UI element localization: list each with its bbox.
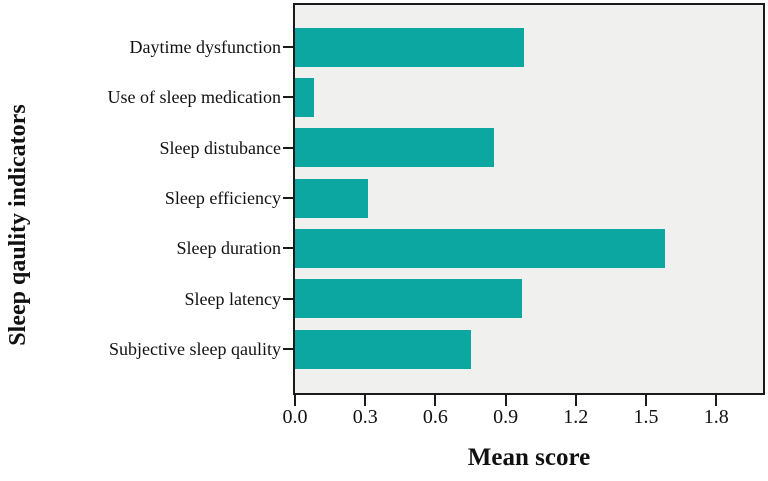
y-axis-tick [283,46,293,48]
bar-sleep-distubance [295,128,494,168]
x-axis-tick [715,395,718,406]
x-axis-tick [645,395,647,406]
y-axis-tick [283,348,293,351]
bar-use-of-sleep-medication [295,77,314,117]
x-tick-label-0.0: 0.0 [282,406,308,428]
x-tick-label-0.9: 0.9 [493,406,519,428]
category-label-use-of-sleep-medication: Use of sleep medication [107,87,281,108]
x-axis-tick [574,395,577,406]
x-axis-title: Mean score [467,444,591,471]
bar-subjective-sleep-qaulity [295,329,471,369]
x-tick-label-1.8: 1.8 [703,406,729,428]
x-tick-label-1.5: 1.5 [633,406,659,428]
x-axis-tick [434,395,437,406]
bar-daytime-dysfunction [295,27,525,67]
y-axis-tick [283,197,293,200]
y-axis-tick [283,247,293,250]
y-axis-tick [283,297,293,300]
plot-area [293,3,765,395]
category-label-sleep-efficiency: Sleep efficiency [164,188,281,209]
y-axis-tick [283,96,293,99]
x-axis-tick [364,395,367,406]
category-label-sleep-distubance: Sleep distubance [159,137,281,158]
x-axis-tick [294,395,296,406]
category-label-subjective-sleep-qaulity: Subjective sleep qaulity [109,339,281,360]
y-axis-tick [283,146,293,149]
category-label-sleep-duration: Sleep duration [176,238,281,259]
x-tick-label-0.6: 0.6 [422,406,448,428]
bar-sleep-latency [295,279,522,319]
x-tick-label-1.2: 1.2 [563,406,589,428]
category-label-daytime-dysfunction: Daytime dysfunction [129,37,281,57]
bar-sleep-efficiency [295,178,368,218]
x-tick-label-0.3: 0.3 [352,406,378,428]
bar-sleep-duration [295,228,665,268]
category-label-sleep-latency: Sleep latency [184,288,281,309]
x-axis-tick [504,395,507,406]
